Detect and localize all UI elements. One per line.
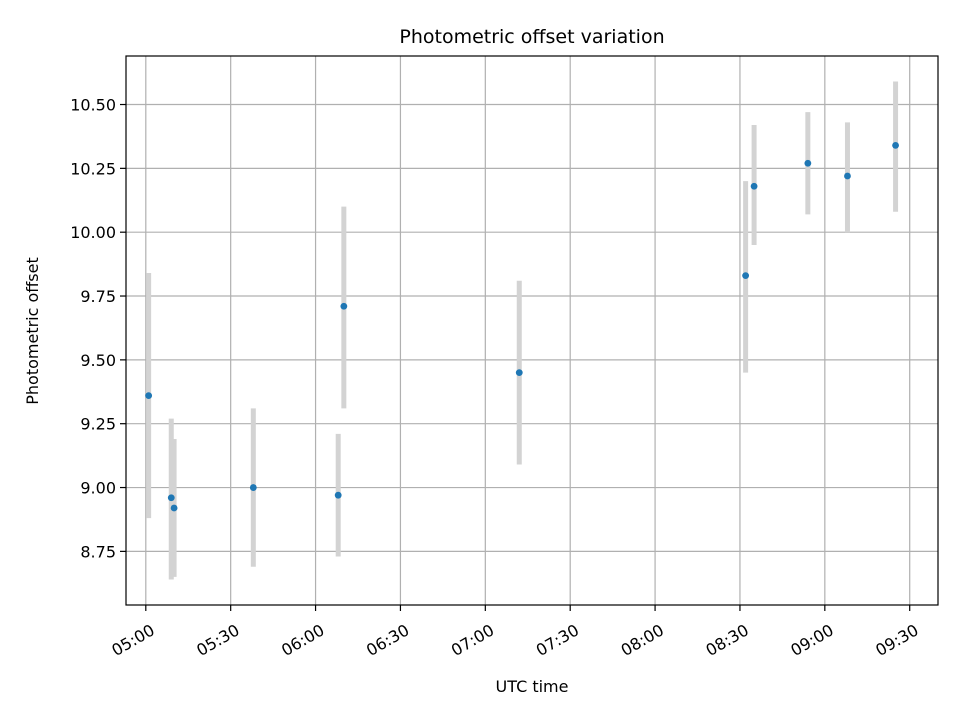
data-point xyxy=(515,369,523,377)
data-point xyxy=(750,182,758,190)
y-tick-label: 10.25 xyxy=(70,159,116,178)
y-tick-label: 9.00 xyxy=(80,479,116,498)
chart-title: Photometric offset variation xyxy=(399,26,664,48)
data-point xyxy=(340,302,348,310)
y-axis-label: Photometric offset xyxy=(23,257,42,405)
grid-lines xyxy=(126,56,938,605)
data-point xyxy=(742,272,750,279)
y-axis-ticks: 8.75 9.00 9.25 9.50 9.75 10.00 10.25 10.50 xyxy=(70,96,126,561)
data-point xyxy=(145,392,153,400)
y-tick-label: 10.00 xyxy=(70,223,116,242)
data-point xyxy=(804,159,812,167)
plot-frame xyxy=(125,55,939,606)
data-point xyxy=(167,494,175,502)
data-point xyxy=(844,172,851,180)
y-tick-label: 10.50 xyxy=(70,96,116,115)
data-point xyxy=(249,484,257,491)
y-tick-label: 9.25 xyxy=(80,415,116,434)
y-tick-label: 8.75 xyxy=(80,542,116,561)
data-points xyxy=(145,141,899,512)
data-point xyxy=(170,504,178,512)
data-point xyxy=(892,141,899,149)
data-point xyxy=(334,491,342,499)
y-tick-label: 9.75 xyxy=(80,287,116,306)
x-axis-label: UTC time xyxy=(496,677,569,696)
y-tick-label: 9.50 xyxy=(80,351,116,370)
